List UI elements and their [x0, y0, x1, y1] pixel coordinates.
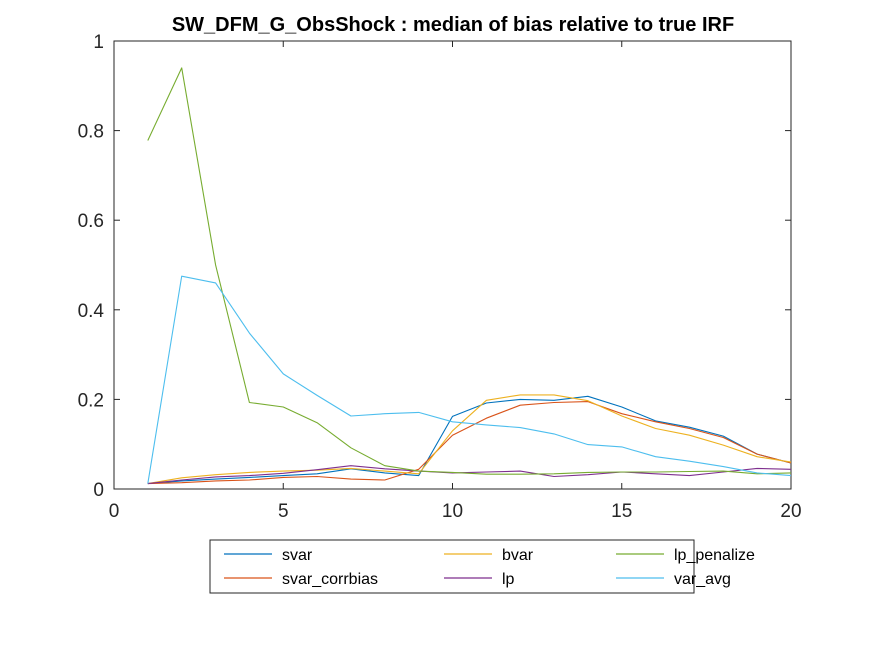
- legend-box: [209, 539, 695, 594]
- series-line-var-avg: [147, 275, 792, 484]
- x-axis: 0 5 10 15 20: [109, 41, 802, 522]
- y-tick-label: 0: [93, 480, 104, 501]
- series-lines: [147, 67, 792, 485]
- plot-area: [113, 40, 792, 490]
- x-tick-label: 15: [611, 501, 632, 522]
- y-axis: 0 0.2 0.4 0.6 0.8 1: [78, 32, 791, 501]
- series-line-lp-penalize: [147, 67, 792, 475]
- x-tick-label: 20: [780, 501, 801, 522]
- legend-label-lp: lp: [502, 571, 515, 588]
- series-line-svar: [147, 395, 792, 485]
- legend-label-svar: svar: [282, 547, 313, 564]
- series-line-svar-corrbias: [147, 401, 792, 485]
- y-tick-label: 0.6: [78, 211, 104, 232]
- series-line-bvar: [147, 394, 792, 485]
- y-tick-label: 0.4: [78, 301, 105, 322]
- series-line-lp: [147, 465, 792, 485]
- plot-axes: 0 5 10 15 20 0 0.2 0.4 0.6 0.8 1: [78, 32, 802, 522]
- legend-items: svar svar_corrbias bvar lp lp_penalize var_av…: [224, 547, 755, 588]
- y-tick-label: 1: [93, 32, 104, 53]
- x-tick-label: 10: [442, 501, 463, 522]
- legend-label-bvar: bvar: [502, 547, 534, 564]
- y-tick-label: 0.2: [78, 390, 104, 411]
- chart-title: SW_DFM_G_ObsShock : median of bias relat…: [172, 14, 734, 36]
- legend: svar svar_corrbias bvar lp lp_penalize var_av…: [209, 539, 755, 594]
- legend-label-svar-corrbias: svar_corrbias: [282, 571, 378, 588]
- y-tick-label: 0.8: [78, 122, 104, 143]
- legend-label-lp-penalize: lp_penalize: [674, 547, 755, 564]
- legend-label-var-avg: var_avg: [674, 571, 731, 588]
- x-tick-label: 5: [278, 501, 289, 522]
- x-tick-label: 0: [109, 501, 120, 522]
